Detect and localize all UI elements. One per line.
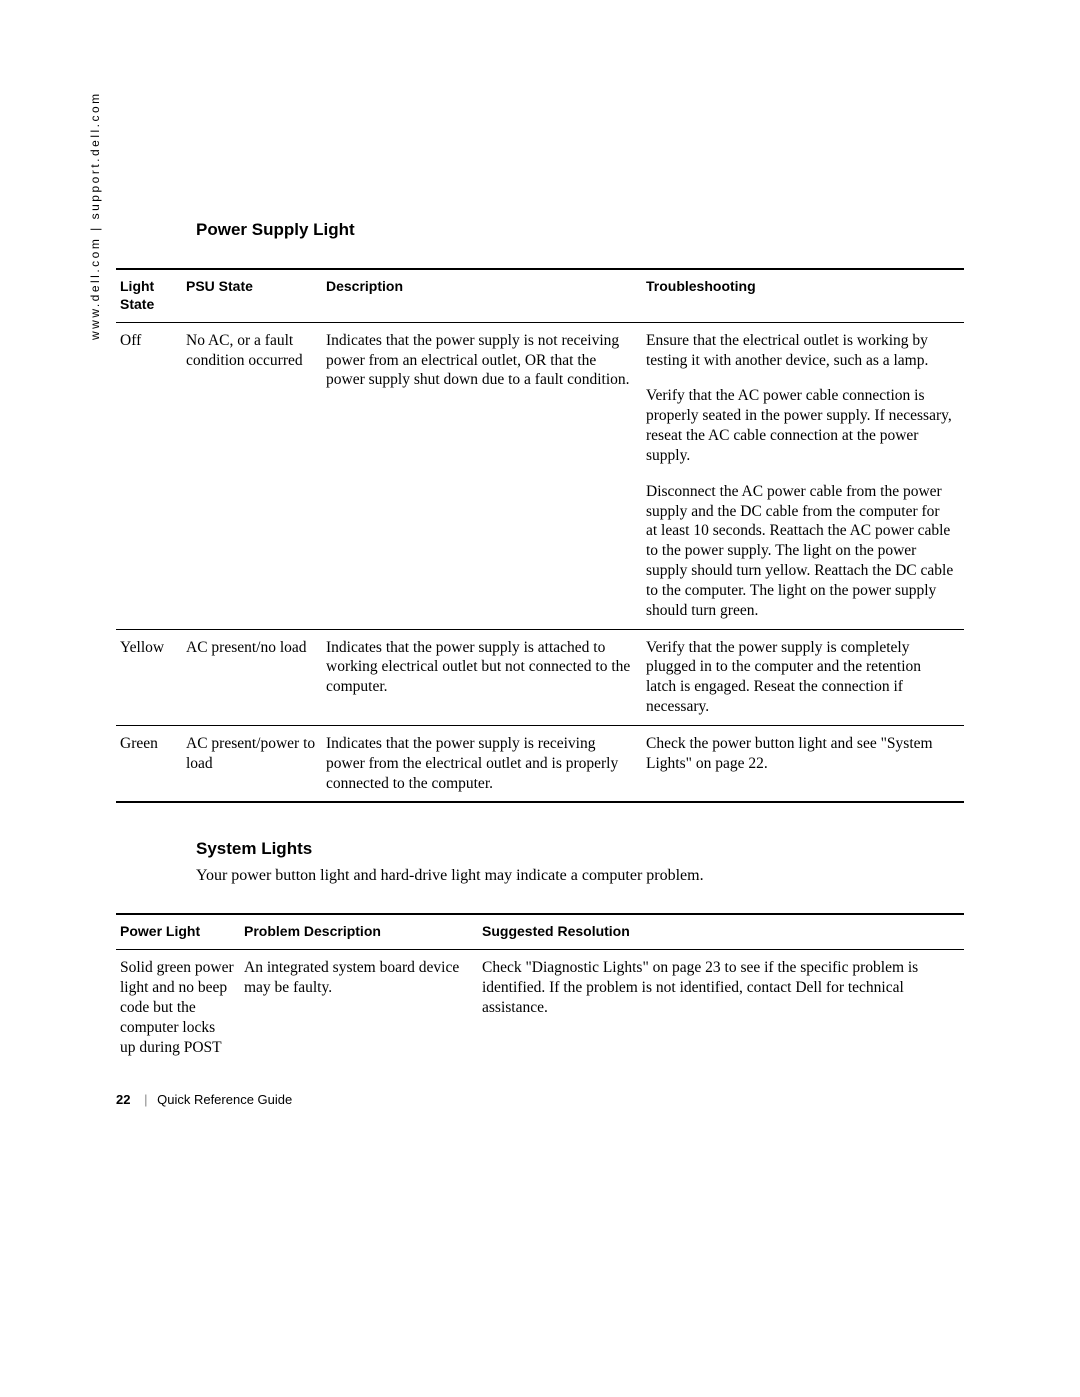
psu-row1-troubleshooting-0: Verify that the power supply is complete… bbox=[646, 629, 964, 725]
psu-row1-description: Indicates that the power supply is attac… bbox=[326, 629, 646, 725]
system-intro: Your power button light and hard-drive l… bbox=[196, 867, 964, 885]
system-th-power-light: Power Light bbox=[116, 914, 244, 949]
page-number: 22 bbox=[116, 1092, 130, 1107]
table-row: Solid green power light and no beep code… bbox=[116, 950, 964, 1066]
psu-row0-troubleshooting-1: Verify that the AC power cable connectio… bbox=[646, 378, 964, 473]
psu-row2-light-state: Green bbox=[116, 725, 186, 802]
psu-row0-troubleshooting-0: Ensure that the electrical outlet is wor… bbox=[646, 322, 964, 378]
psu-th-light-state: Light State bbox=[116, 269, 186, 322]
footer-separator: | bbox=[144, 1092, 147, 1107]
psu-th-description: Description bbox=[326, 269, 646, 322]
psu-th-psu-state: PSU State bbox=[186, 269, 326, 322]
table-row: Green AC present/power to load Indicates… bbox=[116, 725, 964, 802]
psu-heading: Power Supply Light bbox=[196, 220, 964, 240]
page-content: Power Supply Light Light State PSU State… bbox=[116, 220, 964, 1065]
system-heading: System Lights bbox=[196, 839, 964, 859]
page-footer: 22 | Quick Reference Guide bbox=[116, 1092, 292, 1107]
psu-row0-light-state: Off bbox=[116, 322, 186, 629]
system-table-header-row: Power Light Problem Description Suggeste… bbox=[116, 914, 964, 949]
system-table: Power Light Problem Description Suggeste… bbox=[116, 913, 964, 1065]
system-row0-power-light: Solid green power light and no beep code… bbox=[116, 950, 244, 1066]
psu-table: Light State PSU State Description Troubl… bbox=[116, 268, 964, 803]
psu-table-header-row: Light State PSU State Description Troubl… bbox=[116, 269, 964, 322]
side-url-label: www.dell.com | support.dell.com bbox=[88, 91, 102, 340]
footer-title: Quick Reference Guide bbox=[157, 1092, 292, 1107]
system-th-problem: Problem Description bbox=[244, 914, 482, 949]
psu-row0-troubleshooting-2: Disconnect the AC power cable from the p… bbox=[646, 474, 964, 629]
psu-row2-psu-state: AC present/power to load bbox=[186, 725, 326, 802]
psu-th-troubleshooting: Troubleshooting bbox=[646, 269, 964, 322]
psu-row0-psu-state: No AC, or a fault condition occurred bbox=[186, 322, 326, 629]
system-row0-resolution: Check "Diagnostic Lights" on page 23 to … bbox=[482, 950, 964, 1066]
psu-row1-light-state: Yellow bbox=[116, 629, 186, 725]
psu-row2-troubleshooting-0: Check the power button light and see "Sy… bbox=[646, 725, 964, 802]
psu-row2-description: Indicates that the power supply is recei… bbox=[326, 725, 646, 802]
table-row: Yellow AC present/no load Indicates that… bbox=[116, 629, 964, 725]
psu-row0-description: Indicates that the power supply is not r… bbox=[326, 322, 646, 629]
system-row0-problem: An integrated system board device may be… bbox=[244, 950, 482, 1066]
system-th-resolution: Suggested Resolution bbox=[482, 914, 964, 949]
psu-row1-psu-state: AC present/no load bbox=[186, 629, 326, 725]
table-row: Off No AC, or a fault condition occurred… bbox=[116, 322, 964, 378]
